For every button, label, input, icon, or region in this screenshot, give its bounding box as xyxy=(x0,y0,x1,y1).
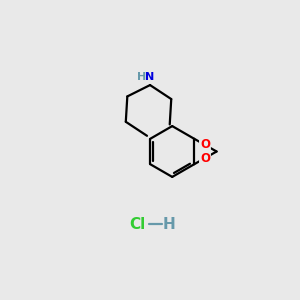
Text: O: O xyxy=(200,152,210,165)
Text: H: H xyxy=(162,217,175,232)
Text: H: H xyxy=(137,72,147,82)
Text: N: N xyxy=(146,72,155,82)
Text: Cl: Cl xyxy=(130,217,146,232)
Text: O: O xyxy=(200,138,210,152)
